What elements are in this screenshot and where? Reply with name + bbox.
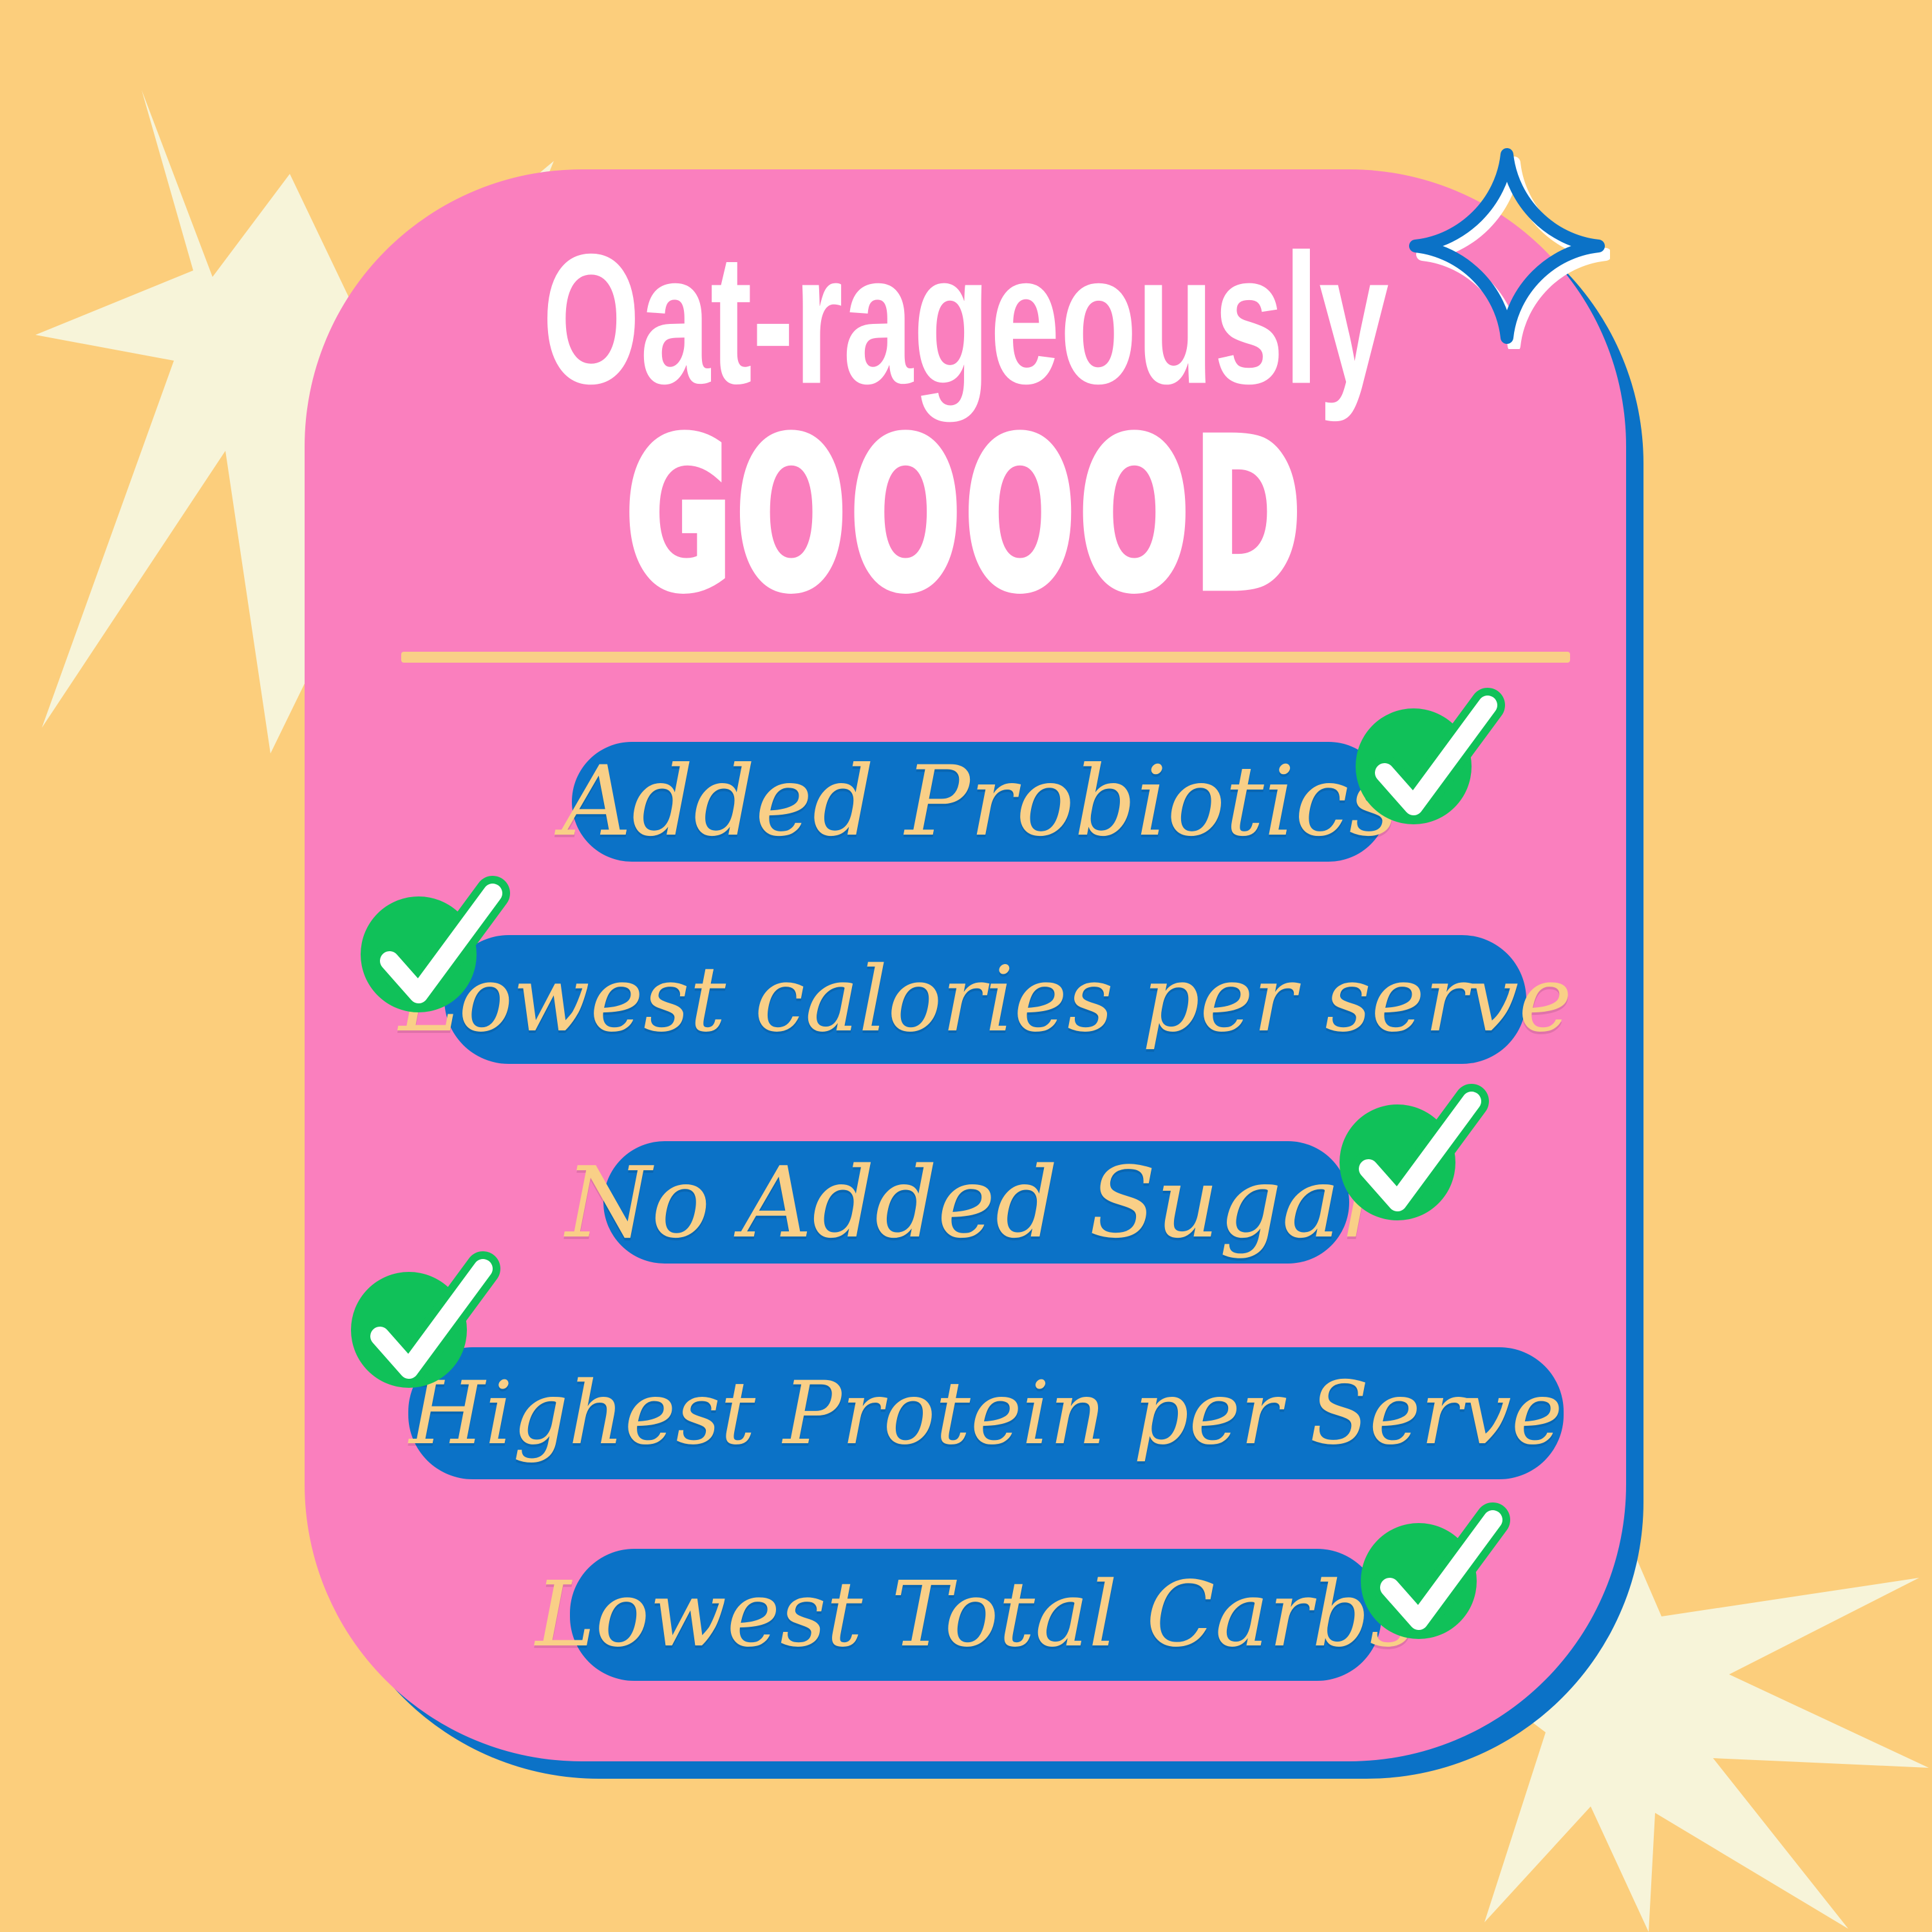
checkmark-icon (1361, 1502, 1510, 1639)
poster-title-line1-text: Oat-rageously (542, 215, 1389, 422)
benefit-pill-added-probiotics: Added Probiotics (562, 742, 1399, 862)
benefit-pill-highest-protein: Highest Protein per Serve (408, 1347, 1564, 1479)
poster-title-line2: GOOOOD (305, 408, 1626, 623)
benefit-label: Lowest calories per serve (399, 947, 1572, 1052)
sparkle-icon (1409, 148, 1610, 349)
checkmark-icon (1356, 688, 1505, 824)
checkmark-icon (361, 876, 510, 1012)
benefit-pill-no-added-sugar: No Added Sugar (565, 1141, 1387, 1264)
benefit-label: Highest Protein per Serve (409, 1363, 1563, 1464)
benefit-label: Added Probiotics (562, 746, 1399, 858)
poster-title-line2-text: GOOOOD (623, 395, 1305, 636)
benefit-pill-lowest-carbs: Lowest Total Carbs (535, 1549, 1416, 1681)
starburst-bottom-right-icon (1385, 1475, 1929, 1932)
checkmark-icon (351, 1251, 500, 1388)
benefit-label: No Added Sugar (565, 1145, 1387, 1260)
benefit-pill-lowest-calories: Lowest calories per serve (399, 935, 1572, 1064)
benefit-label: Lowest Total Carbs (535, 1562, 1416, 1667)
divider (401, 652, 1570, 663)
poster-title-line1: Oat-rageously (305, 226, 1626, 412)
checkmark-icon (1340, 1084, 1489, 1220)
